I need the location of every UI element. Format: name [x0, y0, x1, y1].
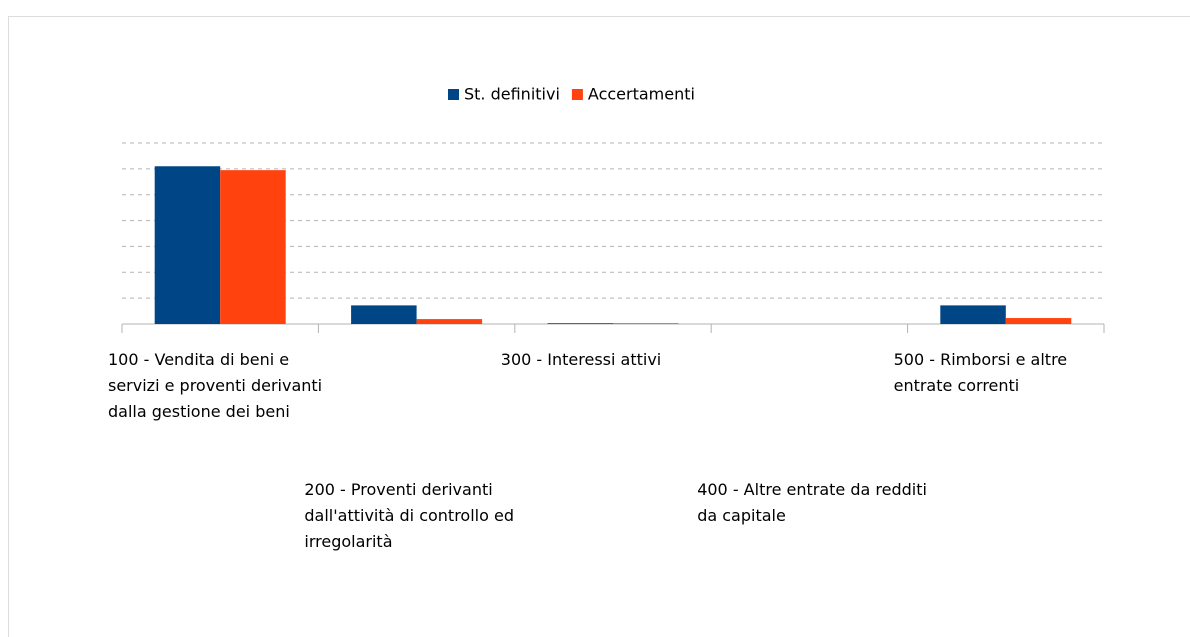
bar — [351, 305, 417, 324]
bar — [154, 166, 221, 324]
x-tick-label: 300 - Interessi attivi — [500, 350, 662, 369]
bar — [1005, 318, 1072, 324]
bar — [940, 305, 1006, 324]
bar — [547, 323, 613, 324]
bar — [220, 170, 286, 324]
x-tick-label: 400 - Altre entrate da redditi da capita… — [697, 480, 927, 525]
legend-label: St. definitivi — [464, 85, 560, 104]
x-tick-label: 200 - Proventi derivanti dall'attività d… — [304, 480, 514, 551]
x-tick-label: 500 - Rimborsi e altre entrate correnti — [893, 350, 1068, 395]
legend-swatch — [448, 89, 459, 100]
legend-label: Accertamenti — [588, 85, 695, 104]
frame — [8, 16, 1190, 637]
bar — [416, 319, 483, 324]
x-tick-label: 100 - Vendita di beni e servizi e proven… — [108, 350, 323, 421]
bar — [613, 323, 679, 324]
legend-swatch — [571, 89, 583, 100]
